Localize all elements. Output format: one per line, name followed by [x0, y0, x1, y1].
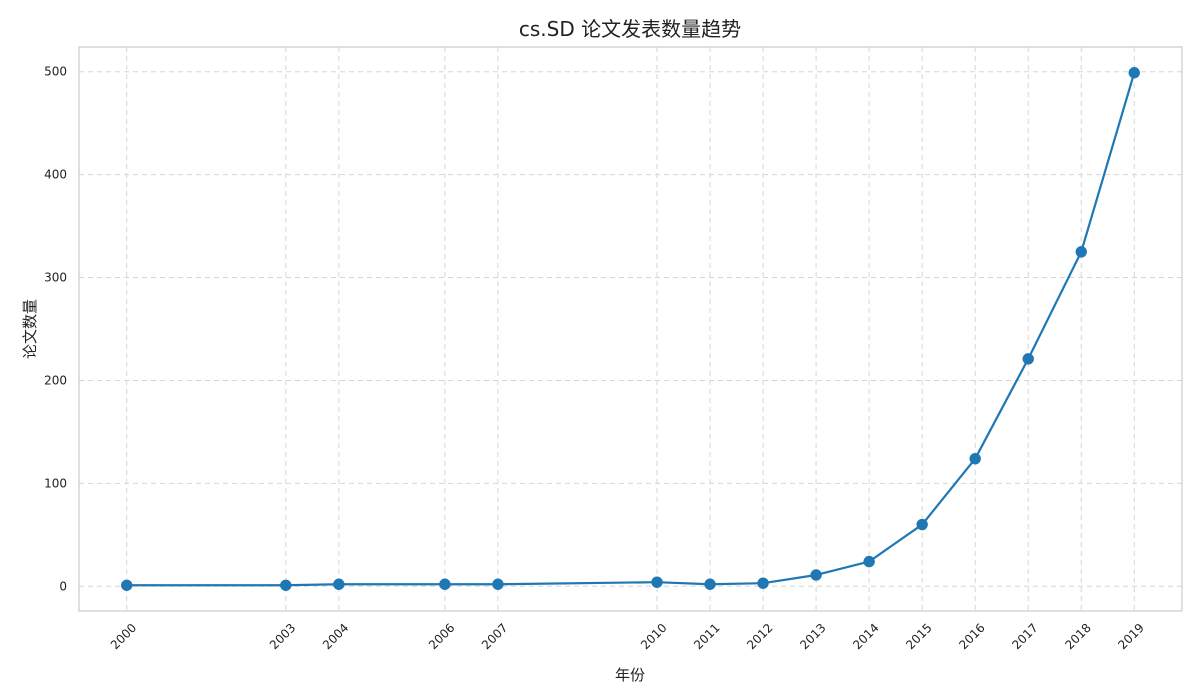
data-point: [121, 579, 133, 591]
x-axis-label: 年份: [615, 666, 645, 684]
x-tick-label: 2016: [956, 621, 987, 652]
x-tick-label: 2018: [1062, 621, 1093, 652]
data-point: [810, 569, 822, 581]
data-point: [439, 578, 451, 590]
data-point: [916, 518, 928, 531]
data-point: [969, 452, 981, 465]
x-tick-label: 2000: [108, 621, 139, 652]
grid-layer: [79, 47, 1182, 611]
x-tick-label: 2017: [1009, 621, 1040, 652]
x-tick-label: 2007: [479, 621, 510, 652]
data-point: [704, 578, 716, 590]
x-tick-label: 2013: [797, 621, 828, 652]
x-tick-label: 2004: [320, 621, 351, 652]
data-point: [757, 577, 769, 589]
data-point: [1075, 246, 1087, 258]
data-layer: [121, 67, 1140, 591]
y-tick-label: 100: [44, 476, 67, 490]
y-tick-label: 400: [44, 168, 67, 182]
y-tick-label: 0: [59, 579, 67, 593]
data-point: [1022, 353, 1034, 365]
plot-background: [79, 47, 1182, 611]
y-tick-label: 200: [44, 373, 67, 387]
x-tick-label: 2003: [267, 621, 298, 652]
data-point: [333, 578, 345, 590]
plot-frame: [78, 46, 1183, 612]
data-point: [651, 576, 663, 588]
y-axis-label: 论文数量: [21, 299, 39, 359]
x-tick-label: 2011: [691, 621, 722, 652]
x-tick-label: 2019: [1115, 621, 1146, 652]
x-tick-label: 2010: [638, 621, 669, 652]
data-point: [1128, 67, 1140, 79]
x-tick-label: 2015: [903, 621, 934, 652]
x-tick-label: 2014: [850, 621, 881, 652]
y-tick-label: 500: [44, 65, 67, 79]
chart-title: cs.SD 论文发表数量趋势: [519, 17, 741, 41]
data-point: [863, 555, 875, 568]
data-point: [492, 578, 504, 590]
x-tick-label: 2006: [426, 621, 457, 652]
x-tick-label: 2012: [744, 621, 775, 652]
data-point: [280, 579, 292, 591]
y-tick-label: 300: [44, 271, 67, 285]
